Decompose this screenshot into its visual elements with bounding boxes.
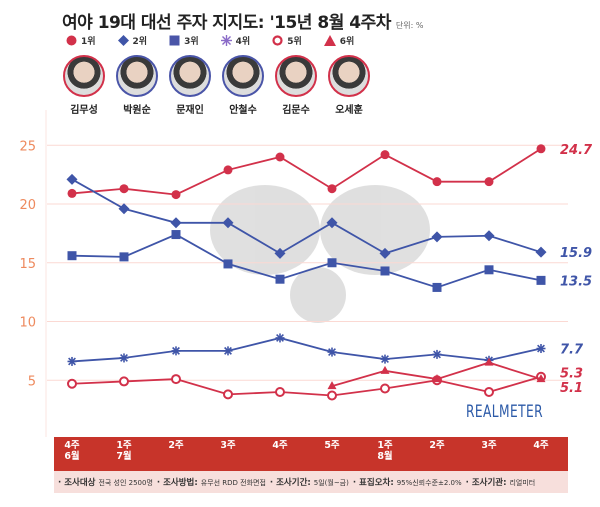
- legend-item-5: 5위: [272, 34, 302, 47]
- legend-label: 1위: [81, 37, 96, 47]
- y-tick-label: 5: [28, 374, 36, 389]
- diamond-icon: [117, 35, 129, 46]
- watermark-emblem: [210, 185, 430, 323]
- candidate-name: 박원순: [123, 105, 151, 116]
- x-axis-label: 2주: [168, 440, 184, 451]
- survey-note: · 표집오차: 95%신뢰수준±2.0%: [352, 478, 462, 488]
- candidate-name: 오세훈: [335, 105, 363, 116]
- series-2: 15.9: [66, 173, 592, 261]
- series-6: 5.1: [327, 357, 583, 396]
- legend-item-6: 6위: [323, 34, 355, 47]
- chart-title: 여야 19대 대선 주자 지지도: '15년 8월 4주차: [62, 13, 391, 33]
- end-value-label: 5.1: [560, 381, 583, 396]
- portrait-avatar: [169, 55, 211, 97]
- survey-note: · 조사방법: 유무선 RDD 전화면접: [156, 478, 266, 488]
- series-3: 13.5: [67, 230, 592, 292]
- x-axis-label: 2주: [429, 440, 445, 451]
- chart-header: 여야 19대 대선 주자 지지도: '15년 8월 4주차 단위: %: [62, 8, 423, 33]
- legend: 1위 2위 3위 4위 5위 6위: [66, 34, 354, 47]
- legend-item-3: 3위: [169, 34, 199, 47]
- end-value-label: 24.7: [560, 143, 593, 158]
- portrait-avatar: [275, 55, 317, 97]
- legend-item-2: 2위: [117, 34, 148, 47]
- candidate-name: 문재인: [176, 105, 204, 116]
- x-axis-label: 5주: [324, 440, 340, 451]
- x-axis-label: 4주 6월: [64, 440, 80, 462]
- legend-label: 4위: [235, 37, 251, 47]
- candidate-5: 김문수: [274, 55, 318, 116]
- end-value-label: 15.9: [560, 246, 592, 261]
- portrait-avatar: [116, 55, 158, 97]
- x-axis-label: 1주 7월: [116, 440, 132, 462]
- survey-note: · 조사대상 전국 성인 2500명: [58, 478, 153, 488]
- candidate-name: 김문수: [282, 105, 310, 116]
- series-5: 5.3: [67, 367, 583, 401]
- portrait-avatar: [328, 55, 370, 97]
- x-axis-label: 3주: [220, 440, 236, 451]
- candidate-1: 김무성: [62, 55, 106, 116]
- series-4: 7.7: [67, 333, 584, 366]
- x-axis-label: 4주: [272, 440, 288, 451]
- legend-label: 2위: [132, 37, 148, 47]
- x-axis-label: 3주: [481, 440, 497, 451]
- survey-notes: · 조사대상 전국 성인 2500명 · 조사방법: 유무선 RDD 전화면접 …: [54, 471, 568, 493]
- asterisk-icon: [220, 35, 232, 46]
- candidate-3: 문재인: [168, 55, 212, 116]
- candidate-2: 박원순: [115, 55, 159, 116]
- brand-logo: REALMETER: [466, 402, 543, 422]
- survey-note: · 조사기관: 리얼미터: [465, 478, 536, 488]
- candidate-name: 김무성: [70, 105, 98, 116]
- series-1: 24.7: [67, 143, 593, 200]
- legend-label: 6위: [339, 37, 355, 47]
- triangle-icon: [323, 35, 336, 46]
- end-value-label: 5.3: [560, 367, 583, 382]
- candidate-portraits: 김무성 박원순 문재인 안철수 김문수 오세훈: [62, 55, 371, 116]
- x-axis-band: 4주 6월 1주 7월 2주 3주 4주 5주 1주 8월 2주 3주 4주: [54, 437, 568, 471]
- legend-label: 5위: [287, 37, 302, 47]
- candidate-name: 안철수: [229, 105, 257, 116]
- y-tick-label: 10: [19, 316, 36, 331]
- end-value-label: 13.5: [560, 274, 592, 289]
- square-icon: [169, 35, 180, 46]
- end-value-label: 7.7: [560, 343, 584, 358]
- survey-note: · 조사기간: 5일(월~금): [269, 478, 349, 488]
- open-circle-icon: [272, 35, 283, 46]
- x-axis-label: 1주 8월: [377, 440, 393, 462]
- candidate-4: 안철수: [221, 55, 265, 116]
- x-axis-label: 4주: [533, 440, 549, 451]
- legend-label: 3위: [184, 37, 199, 47]
- y-tick-label: 25: [19, 139, 36, 154]
- legend-item-1: 1위: [66, 34, 96, 47]
- y-tick-label: 15: [19, 257, 36, 272]
- candidate-6: 오세훈: [327, 55, 371, 116]
- y-tick-label: 20: [19, 198, 36, 213]
- unit-label: 단위: %: [395, 21, 424, 30]
- filled-circle-icon: [66, 35, 77, 46]
- portrait-avatar: [63, 55, 105, 97]
- portrait-avatar: [222, 55, 264, 97]
- legend-item-4: 4위: [220, 34, 251, 47]
